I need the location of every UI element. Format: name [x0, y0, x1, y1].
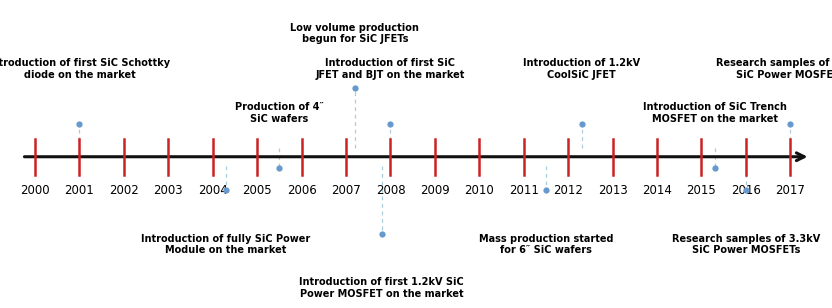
Text: 2010: 2010 [464, 184, 494, 197]
Text: 2000: 2000 [20, 184, 50, 197]
Text: 2011: 2011 [509, 184, 538, 197]
Text: Introduction of fully SiC Power
Module on the market: Introduction of fully SiC Power Module o… [141, 233, 310, 255]
Text: Introduction of first 1.2kV SiC
Power MOSFET on the market: Introduction of first 1.2kV SiC Power MO… [300, 278, 464, 299]
Text: Research samples of 3.3kV
SiC Power MOSFETs: Research samples of 3.3kV SiC Power MOSF… [671, 233, 820, 255]
Text: Introduction of first SiC
JFET and BJT on the market: Introduction of first SiC JFET and BJT o… [316, 58, 465, 80]
Text: 2004: 2004 [198, 184, 228, 197]
Text: 2012: 2012 [553, 184, 583, 197]
Text: 2002: 2002 [109, 184, 139, 197]
Text: 2013: 2013 [597, 184, 627, 197]
Text: 2016: 2016 [731, 184, 760, 197]
Text: Mass production started
for 6″ SiC wafers: Mass production started for 6″ SiC wafer… [478, 233, 613, 255]
Text: 2017: 2017 [775, 184, 805, 197]
Text: 2009: 2009 [420, 184, 450, 197]
Text: Introduction of SiC Trench
MOSFET on the market: Introduction of SiC Trench MOSFET on the… [643, 102, 787, 124]
Text: 2001: 2001 [65, 184, 94, 197]
Text: 2015: 2015 [686, 184, 716, 197]
Text: 2008: 2008 [375, 184, 405, 197]
Text: Introduction of 1.2kV
CoolSiC JFET: Introduction of 1.2kV CoolSiC JFET [523, 58, 640, 80]
Text: Production of 4″
SiC wafers: Production of 4″ SiC wafers [235, 102, 324, 124]
Text: Introduction of first SiC Schottky
diode on the market: Introduction of first SiC Schottky diode… [0, 58, 171, 80]
Text: 2005: 2005 [242, 184, 272, 197]
Text: 2014: 2014 [642, 184, 672, 197]
Text: 2007: 2007 [331, 184, 361, 197]
Text: Low volume production
begun for SiC JFETs: Low volume production begun for SiC JFET… [290, 23, 419, 44]
Text: 2006: 2006 [287, 184, 316, 197]
Text: 2003: 2003 [153, 184, 183, 197]
Text: Research samples of 6.5kV
SiC Power MOSFETs: Research samples of 6.5kV SiC Power MOSF… [716, 58, 832, 80]
